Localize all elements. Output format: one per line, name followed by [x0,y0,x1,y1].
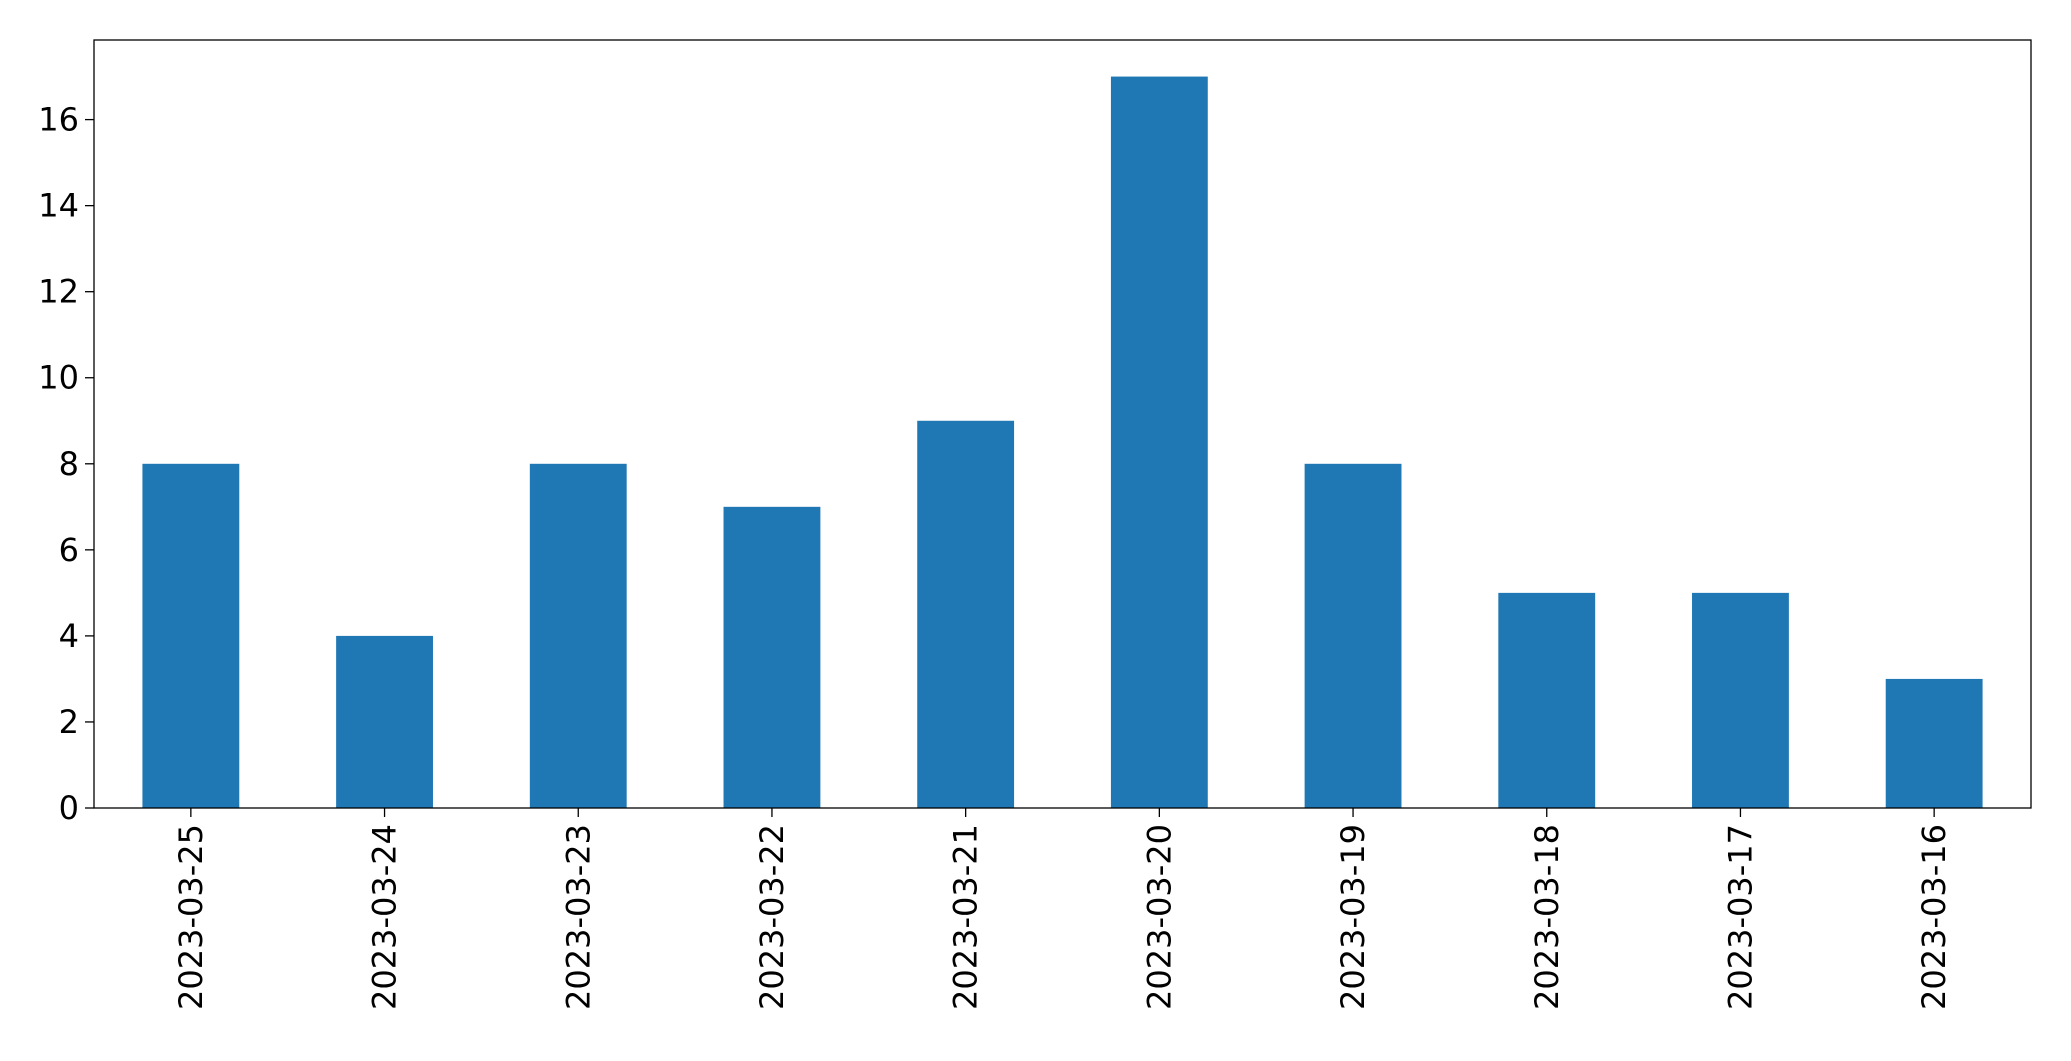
x-tick-label: 2023-03-22 [753,824,791,1010]
bar [1110,76,1208,809]
y-tick-label: 12 [38,273,79,311]
plot-frame [93,39,2032,809]
x-tick-label: 2023-03-23 [559,824,597,1010]
y-tick-label: 0 [59,789,79,827]
x-tick-label: 2023-03-21 [947,824,985,1010]
bar [1692,592,1789,808]
y-tick-label: 16 [38,101,79,139]
bar [917,420,1015,808]
bar [1304,463,1402,808]
x-tick-label: 2023-03-24 [366,824,404,1010]
x-tick-label: 2023-03-25 [172,824,210,1010]
bar [142,463,240,808]
x-tick-label: 2023-03-16 [1915,824,1953,1010]
bar [1498,592,1596,808]
y-tick-label: 2 [59,703,79,741]
y-tick-label: 8 [59,445,79,483]
x-tick-label: 2023-03-20 [1140,824,1178,1010]
x-tick-label: 2023-03-17 [1721,824,1759,1010]
y-tick-label: 4 [59,617,79,655]
y-tick-label: 14 [38,187,79,225]
x-tick-label: 2023-03-19 [1334,824,1372,1010]
x-tick-label: 2023-03-18 [1528,824,1566,1010]
bar [1885,678,1983,808]
bar [336,635,433,808]
y-tick-label: 10 [38,359,79,397]
y-tick-label: 6 [59,531,79,569]
bar [723,506,821,808]
bar [529,463,627,808]
